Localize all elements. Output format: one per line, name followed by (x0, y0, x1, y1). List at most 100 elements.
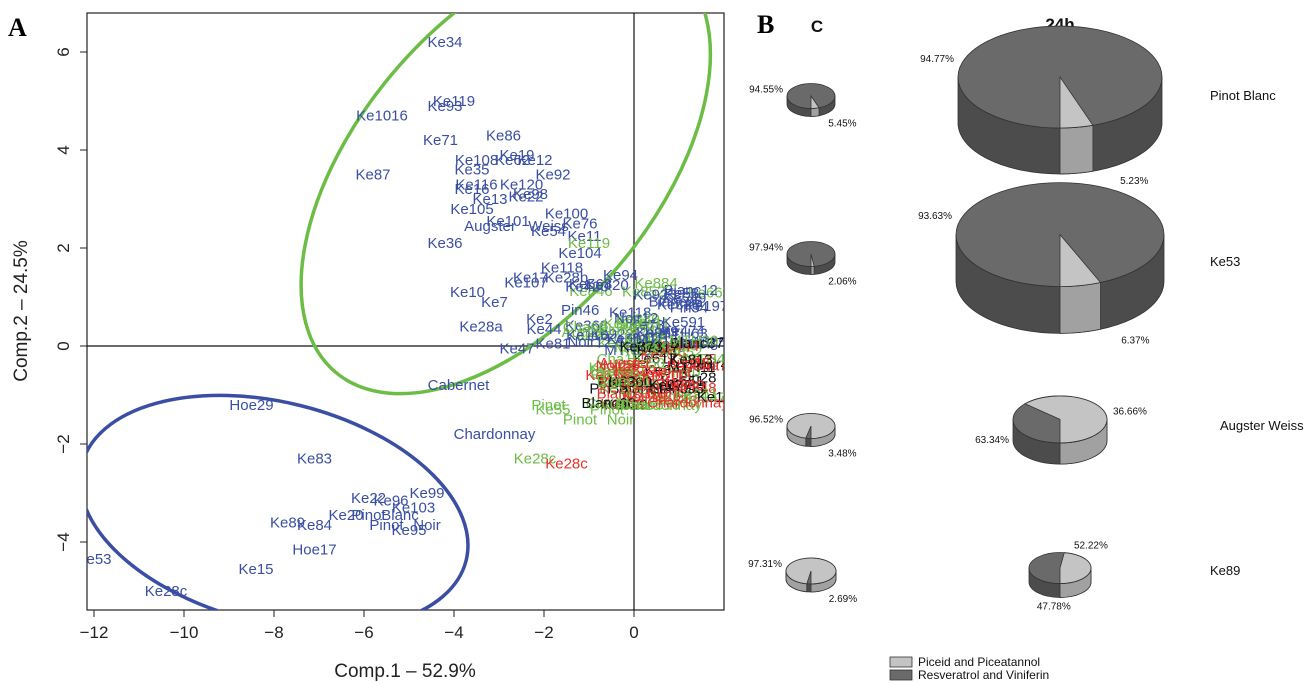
y-tick-label: 4 (54, 145, 73, 154)
cluster-label: Ke78 (629, 317, 664, 334)
cluster-label: Noir47 (674, 335, 718, 352)
pie-slice-piceid (810, 94, 820, 109)
x-tick-label: −6 (354, 623, 373, 642)
pie-pct-label: 52.22% (1074, 541, 1108, 552)
point-label-cabernet: Cabernet (428, 377, 491, 394)
pie-pct-label: 47.78% (1037, 601, 1071, 612)
pie-side (1059, 281, 1101, 334)
cluster-label: Cha53 (591, 366, 635, 383)
pie-slice-piceid (1059, 233, 1102, 288)
cluster-label: Blanc10 (590, 362, 644, 379)
y-tick-label: −4 (54, 532, 73, 551)
cluster-label: Ke922 (590, 326, 633, 343)
point-label-ke84: Ke84 (297, 517, 332, 534)
cluster-label: Blanc60 (581, 395, 635, 412)
point-label-ke100: Ke100 (545, 206, 588, 223)
cluster-label: Ke591 (620, 320, 663, 337)
cluster-label: Blanc95 (650, 380, 704, 397)
pie-slice-piceid (785, 557, 837, 585)
point-label-ke86: Ke86 (486, 127, 521, 144)
panel-b-letter: B (757, 10, 774, 39)
cluster-label: Noir55 (596, 358, 640, 375)
cluster-label: Cha53 (637, 341, 681, 358)
cluster-label: Ke115 (566, 327, 608, 344)
pie-charts: 94.55% 5.45% 94.77% 5.23% Pinot Blanc 97.94% 2… (748, 25, 1304, 612)
cluster-label: Ke118 (599, 380, 641, 397)
point-label-ke55: Ke55 (535, 402, 570, 419)
x-axis-title: Comp.1 – 52.9% (334, 661, 476, 682)
point-label-ke105: Ke105 (450, 201, 493, 218)
cluster-label: Pin89 (598, 321, 636, 338)
point-label-ke118: Ke118 (541, 260, 583, 277)
legend: Piceid and Piceatannol Resveratrol and V… (889, 655, 1049, 682)
pie-pct-label: 2.69% (829, 594, 857, 605)
y-tick-label: 2 (54, 243, 73, 252)
cluster-label: Pin46 (561, 302, 599, 319)
panel-a-letter: A (8, 13, 27, 42)
point-label-ke16: Ke16 (454, 181, 489, 198)
point-label-ke17: Ke17 (513, 269, 548, 286)
pie-slice-piceid (1059, 75, 1094, 129)
pie-pct-label: 63.34% (975, 435, 1009, 446)
point-label-chardonnay: Chardonnay (647, 394, 729, 411)
pie-pct-label: 6.37% (1121, 335, 1149, 346)
cluster-label: Pin28 (678, 369, 716, 386)
cluster-label: MTH47 (684, 351, 733, 368)
point-label-ke98: Ke98 (513, 186, 548, 203)
cluster-label: Aug12 (615, 331, 658, 348)
point-label-ke2: Ke2 (526, 311, 553, 328)
point-label-ke54: Ke54 (531, 223, 566, 240)
pie-side (1059, 124, 1094, 175)
cluster-label: Ke156 (620, 343, 663, 360)
ellipse-green (299, 13, 713, 396)
point-label-ke99: Ke99 (409, 485, 444, 502)
y-tick-label: 6 (54, 47, 73, 56)
point-label-blanc: Blanc (381, 507, 419, 524)
cluster-label: Noir40 (693, 356, 737, 373)
point-label-pinot: Pinot (563, 412, 598, 429)
cluster-label: Ke821 (665, 378, 708, 395)
point-label-ke15: Ke15 (238, 561, 273, 578)
cluster-label: MTH77 (598, 372, 647, 389)
point-label-hoe17: Hoe17 (292, 541, 336, 558)
cluster-label: Blanc37 (670, 335, 724, 352)
cluster-label: Ke197 (685, 298, 728, 315)
pie-pct-label: 3.48% (828, 448, 856, 459)
pie-augster-weiss-24h (1012, 395, 1108, 465)
cluster-label: Ke667 (688, 284, 731, 301)
pie-pct-label: 96.52% (749, 414, 783, 425)
point-label-blanc: Blanc (647, 385, 685, 402)
cluster-label: Aug29 (562, 324, 605, 341)
legend-label-piceid: Piceid and Piceatannol (918, 655, 1040, 669)
point-label-ke44: Ke44 (526, 321, 561, 338)
point-label-mth: MTH (636, 331, 669, 348)
point-label-ke120: Ke120 (500, 176, 543, 193)
point-label-noir: Noir (413, 517, 441, 534)
pie-pct-label: 36.66% (1113, 407, 1147, 418)
point-label-ke1016: Ke1016 (356, 108, 408, 125)
cluster-label: Ke360 (609, 374, 652, 391)
legend-swatch-piceid (889, 656, 913, 668)
cluster-label: Blanc53 (597, 386, 651, 403)
cluster-label: Ke617 (634, 350, 677, 367)
legend-swatch-resveratrol (889, 669, 913, 681)
cluster-label: Ke396 (620, 368, 663, 385)
point-label-pinot: Pinot (531, 397, 566, 414)
pie-pct-label: 97.94% (749, 242, 783, 253)
cluster-label: Ke58 (664, 285, 699, 302)
point-label-ke28c: Ke28c (145, 583, 188, 600)
sample-name-ke53: Ke53 (1210, 254, 1240, 269)
point-label-ke10: Ke10 (450, 284, 485, 301)
x-tick-label: 0 (629, 623, 638, 642)
point-label-ke19: Ke19 (499, 147, 534, 164)
cluster-label: Ke557 (614, 364, 657, 381)
cluster-label: Blanc12 (664, 282, 718, 299)
point-label-ke101: Ke101 (486, 213, 529, 230)
cluster-label: Blanc31 (597, 373, 651, 390)
cluster-label: MTH69 (614, 339, 663, 356)
cluster-label: MTH30 (669, 333, 718, 350)
cluster-label: MTH95 (610, 376, 659, 393)
point-label-ke34: Ke34 (427, 34, 462, 51)
cluster-label: Ke923 (633, 287, 676, 304)
